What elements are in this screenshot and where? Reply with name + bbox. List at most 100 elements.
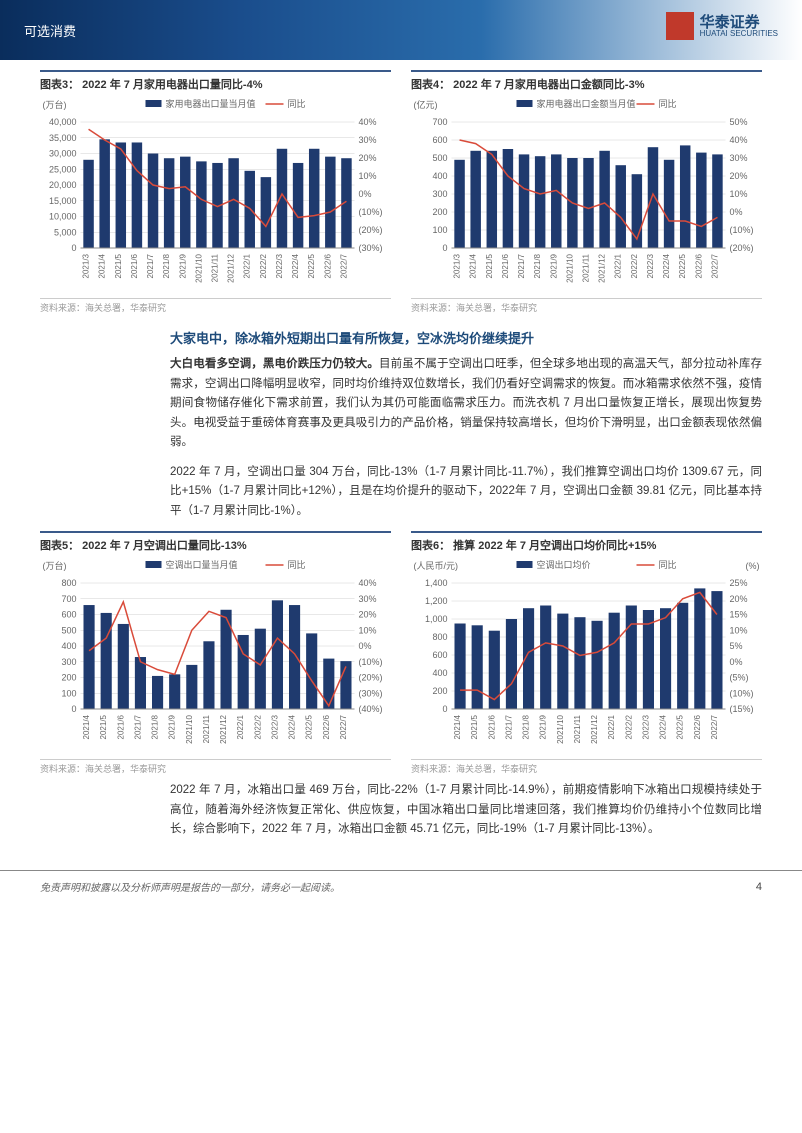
svg-text:20%: 20% bbox=[359, 610, 377, 620]
svg-text:2021/8: 2021/8 bbox=[522, 715, 531, 740]
svg-text:2022/3: 2022/3 bbox=[641, 715, 650, 740]
svg-text:(人民币/元): (人民币/元) bbox=[414, 561, 459, 571]
chart5-box: 图表5： 2022 年 7 月空调出口量同比-13% (万台)空调出口量当月值同… bbox=[40, 531, 391, 775]
svg-text:2021/3: 2021/3 bbox=[453, 253, 462, 278]
svg-text:2021/6: 2021/6 bbox=[116, 715, 125, 740]
svg-text:2021/12: 2021/12 bbox=[227, 253, 236, 282]
svg-text:(万台): (万台) bbox=[43, 560, 67, 571]
svg-text:2021/7: 2021/7 bbox=[504, 715, 513, 740]
svg-text:2021/11: 2021/11 bbox=[573, 715, 582, 744]
svg-text:2022/5: 2022/5 bbox=[678, 253, 687, 278]
svg-text:2021/4: 2021/4 bbox=[469, 253, 478, 278]
svg-text:同比: 同比 bbox=[659, 559, 677, 570]
svg-text:600: 600 bbox=[432, 135, 447, 145]
svg-text:2022/5: 2022/5 bbox=[676, 715, 685, 740]
svg-text:15,000: 15,000 bbox=[49, 196, 77, 206]
svg-text:2021/12: 2021/12 bbox=[590, 715, 599, 744]
svg-text:2022/7: 2022/7 bbox=[710, 715, 719, 740]
svg-text:2021/5: 2021/5 bbox=[114, 253, 123, 278]
svg-text:40,000: 40,000 bbox=[49, 117, 77, 127]
svg-text:0%: 0% bbox=[359, 189, 372, 199]
svg-text:2022/4: 2022/4 bbox=[291, 253, 300, 278]
svg-text:(20%): (20%) bbox=[730, 243, 754, 253]
svg-text:2022/3: 2022/3 bbox=[646, 253, 655, 278]
svg-text:700: 700 bbox=[432, 117, 447, 127]
svg-text:(10%): (10%) bbox=[359, 657, 383, 667]
svg-text:2021/12: 2021/12 bbox=[219, 715, 228, 744]
svg-text:100: 100 bbox=[61, 689, 76, 699]
svg-text:2022/6: 2022/6 bbox=[322, 715, 331, 740]
svg-text:30%: 30% bbox=[359, 594, 377, 604]
paragraph-3: 2022 年 7 月，冰箱出口量 469 万台，同比-22%（1-7 月累计同比… bbox=[170, 781, 762, 840]
svg-text:2021/6: 2021/6 bbox=[501, 253, 510, 278]
svg-text:20,000: 20,000 bbox=[49, 180, 77, 190]
svg-text:0: 0 bbox=[442, 243, 447, 253]
svg-text:(10%): (10%) bbox=[359, 207, 383, 217]
svg-text:1,200: 1,200 bbox=[425, 596, 448, 606]
svg-text:2021/11: 2021/11 bbox=[202, 715, 211, 744]
svg-text:35,000: 35,000 bbox=[49, 133, 77, 143]
svg-text:(5%): (5%) bbox=[730, 673, 749, 683]
svg-text:2021/4: 2021/4 bbox=[98, 253, 107, 278]
svg-text:200: 200 bbox=[61, 673, 76, 683]
chart4-svg: (亿元)家用电器出口金额当月值同比0100200300400500600700(… bbox=[411, 96, 762, 296]
logo-en: HUATAI SECURITIES bbox=[700, 30, 778, 38]
svg-text:400: 400 bbox=[432, 668, 447, 678]
svg-text:2021/12: 2021/12 bbox=[598, 253, 607, 282]
svg-text:600: 600 bbox=[61, 610, 76, 620]
svg-text:2022/1: 2022/1 bbox=[607, 715, 616, 740]
svg-text:2021/8: 2021/8 bbox=[533, 253, 542, 278]
svg-text:2022/2: 2022/2 bbox=[624, 715, 633, 740]
svg-text:10%: 10% bbox=[730, 189, 748, 199]
svg-text:0: 0 bbox=[442, 704, 447, 714]
svg-text:0: 0 bbox=[71, 704, 76, 714]
svg-text:2021/6: 2021/6 bbox=[487, 715, 496, 740]
svg-text:40%: 40% bbox=[359, 117, 377, 127]
section-heading-1: 大家电中，除冰箱外短期出口量有所恢复，空冰洗均价继续提升 bbox=[170, 328, 762, 347]
para1-bold: 大白电看多空调，黑电价跌压力仍较大。 bbox=[170, 358, 379, 370]
svg-text:50%: 50% bbox=[730, 117, 748, 127]
svg-text:2021/5: 2021/5 bbox=[485, 253, 494, 278]
svg-text:2022/7: 2022/7 bbox=[339, 253, 348, 278]
svg-text:2022/7: 2022/7 bbox=[710, 253, 719, 278]
chart4-box: 图表4： 2022 年 7 月家用电器出口金额同比-3% (亿元)家用电器出口金… bbox=[411, 70, 762, 314]
svg-text:800: 800 bbox=[61, 578, 76, 588]
svg-text:200: 200 bbox=[432, 207, 447, 217]
chart3-svg: (万台)家用电器出口量当月值同比05,00010,00015,00020,000… bbox=[40, 96, 391, 296]
page-header: 可选消费 华泰证券 HUATAI SECURITIES bbox=[0, 0, 802, 60]
chart5-title: 图表5： 2022 年 7 月空调出口量同比-13% bbox=[40, 531, 391, 553]
svg-text:2021/10: 2021/10 bbox=[185, 715, 194, 744]
svg-text:800: 800 bbox=[432, 632, 447, 642]
svg-text:家用电器出口金额当月值: 家用电器出口金额当月值 bbox=[537, 98, 636, 109]
svg-text:1,000: 1,000 bbox=[425, 614, 448, 624]
svg-text:2021/10: 2021/10 bbox=[556, 715, 565, 744]
svg-text:30%: 30% bbox=[730, 153, 748, 163]
svg-text:家用电器出口量当月值: 家用电器出口量当月值 bbox=[166, 98, 256, 109]
svg-text:2022/6: 2022/6 bbox=[693, 715, 702, 740]
svg-text:40%: 40% bbox=[359, 578, 377, 588]
svg-text:2022/1: 2022/1 bbox=[614, 253, 623, 278]
svg-text:(%): (%) bbox=[746, 561, 760, 571]
chart6-box: 图表6： 推算 2022 年 7 月空调出口均价同比+15% (人民币/元)(%… bbox=[411, 531, 762, 775]
svg-text:(40%): (40%) bbox=[359, 704, 383, 714]
svg-text:20%: 20% bbox=[730, 171, 748, 181]
svg-text:2021/5: 2021/5 bbox=[99, 715, 108, 740]
svg-text:2022/7: 2022/7 bbox=[339, 715, 348, 740]
svg-text:20%: 20% bbox=[359, 153, 377, 163]
svg-text:10,000: 10,000 bbox=[49, 212, 77, 222]
svg-text:2021/6: 2021/6 bbox=[130, 253, 139, 278]
svg-text:2022/3: 2022/3 bbox=[275, 253, 284, 278]
svg-text:0%: 0% bbox=[730, 657, 743, 667]
svg-text:700: 700 bbox=[61, 594, 76, 604]
footer-page-number: 4 bbox=[756, 881, 762, 893]
logo-icon bbox=[666, 12, 694, 40]
svg-text:2022/2: 2022/2 bbox=[259, 253, 268, 278]
svg-text:2022/5: 2022/5 bbox=[307, 253, 316, 278]
chart-row-2: 图表5： 2022 年 7 月空调出口量同比-13% (万台)空调出口量当月值同… bbox=[40, 531, 762, 775]
svg-text:(万台): (万台) bbox=[43, 99, 67, 110]
svg-text:(20%): (20%) bbox=[359, 225, 383, 235]
svg-text:2021/5: 2021/5 bbox=[470, 715, 479, 740]
svg-text:2021/3: 2021/3 bbox=[82, 253, 91, 278]
svg-text:2021/11: 2021/11 bbox=[211, 253, 220, 282]
svg-text:2021/8: 2021/8 bbox=[151, 715, 160, 740]
